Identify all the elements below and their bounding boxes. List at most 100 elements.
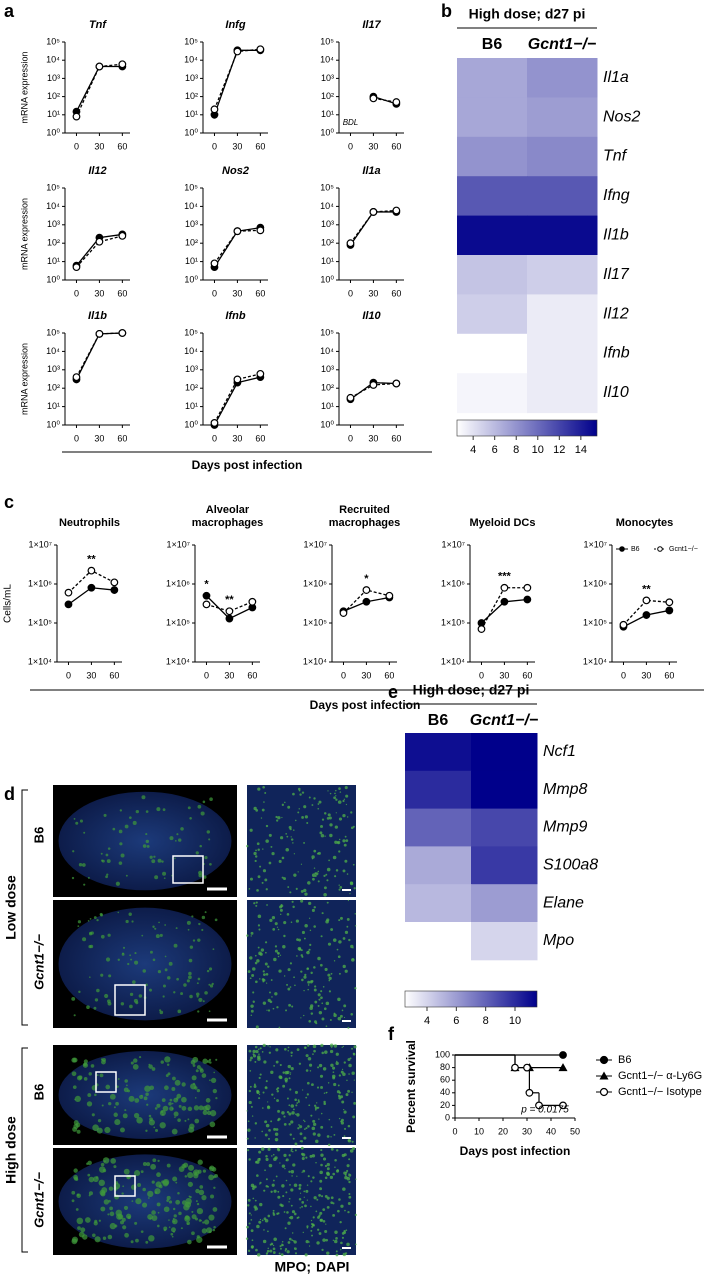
mpo-signal bbox=[256, 1174, 259, 1177]
mpo-signal bbox=[135, 1238, 139, 1243]
mpo-signal bbox=[87, 876, 90, 879]
heatmap-cell bbox=[527, 136, 598, 177]
mpo-signal bbox=[297, 871, 299, 873]
mpo-signal bbox=[303, 975, 307, 979]
mpo-signal bbox=[287, 1046, 290, 1049]
mpo-signal bbox=[320, 1043, 324, 1048]
mpo-signal bbox=[204, 991, 208, 995]
x-axis-label: Days post infection bbox=[310, 698, 421, 712]
mpo-signal bbox=[249, 828, 253, 832]
y-tick-label: 10⁵ bbox=[46, 36, 60, 46]
mpo-signal bbox=[297, 1127, 300, 1130]
legend-marker bbox=[599, 1071, 609, 1080]
mpo-signal bbox=[110, 1158, 117, 1164]
mpo-signal bbox=[263, 1189, 266, 1192]
mpo-signal bbox=[354, 925, 357, 927]
data-point bbox=[523, 595, 532, 604]
mpo-signal bbox=[327, 813, 331, 817]
mpo-signal bbox=[276, 819, 279, 822]
mpo-signal bbox=[334, 792, 336, 795]
mpo-signal bbox=[300, 889, 304, 893]
mpo-signal bbox=[212, 1207, 218, 1212]
x-tick-label: 60 bbox=[384, 670, 394, 680]
mpo-signal bbox=[252, 1197, 255, 1200]
mpo-signal bbox=[251, 1115, 254, 1117]
mpo-signal bbox=[291, 1005, 294, 1008]
mpo-signal bbox=[275, 1060, 279, 1064]
mpo-signal bbox=[345, 1093, 349, 1097]
mpo-signal bbox=[109, 1093, 116, 1100]
mpo-signal bbox=[142, 1187, 146, 1192]
data-point bbox=[392, 206, 401, 215]
x-tick-label: 60 bbox=[109, 670, 119, 680]
mpo-signal bbox=[187, 1181, 193, 1187]
mpo-signal bbox=[321, 818, 325, 821]
mpo-signal bbox=[122, 1185, 125, 1188]
data-point bbox=[72, 373, 81, 382]
zoom-box bbox=[95, 1071, 117, 1093]
mpo-signal bbox=[105, 957, 111, 962]
colorbar-label: 10 bbox=[509, 1015, 521, 1027]
y-axis-label: mRNA expression bbox=[19, 198, 29, 270]
colorbar-label: 8 bbox=[483, 1015, 489, 1027]
mpo-signal bbox=[295, 1104, 298, 1107]
mpo-signal bbox=[271, 852, 275, 856]
mpo-signal bbox=[285, 1158, 289, 1162]
mpo-signal bbox=[310, 1180, 313, 1183]
mpo-signal bbox=[335, 798, 338, 801]
mpo-signal bbox=[270, 1190, 273, 1193]
mpo-signal bbox=[122, 952, 124, 955]
mpo-signal bbox=[285, 1179, 288, 1182]
mpo-signal bbox=[320, 935, 323, 938]
mpo-signal bbox=[247, 1198, 251, 1202]
mpo-signal bbox=[314, 1000, 318, 1004]
y-tick-label: 1×10⁶ bbox=[583, 578, 607, 588]
mpo-signal bbox=[160, 1110, 164, 1114]
mpo-signal bbox=[326, 1162, 330, 1167]
mpo-signal bbox=[156, 1103, 161, 1108]
mpo-signal bbox=[326, 1167, 330, 1171]
heatmap-cell bbox=[405, 846, 472, 885]
x-tick-label: 30 bbox=[94, 433, 104, 443]
mpo-signal bbox=[267, 1247, 269, 1250]
mpo-signal bbox=[347, 1202, 351, 1205]
mpo-signal bbox=[324, 835, 326, 837]
mpo-signal bbox=[266, 1249, 270, 1253]
mpo-signal bbox=[313, 797, 316, 800]
mpo-signal bbox=[300, 1146, 304, 1150]
data-point bbox=[95, 329, 104, 338]
mpo-signal bbox=[320, 1148, 323, 1152]
chart-title: macrophages bbox=[192, 517, 264, 529]
mpo-signal bbox=[197, 804, 202, 809]
mpo-signal bbox=[124, 1232, 129, 1238]
x-tick-label: 60 bbox=[391, 141, 401, 151]
data-point bbox=[256, 226, 265, 235]
mpo-signal bbox=[106, 859, 111, 863]
mpo-signal bbox=[337, 1084, 340, 1087]
mpo-signal bbox=[76, 1129, 81, 1134]
mpo-signal bbox=[323, 874, 326, 878]
data-line bbox=[206, 601, 253, 612]
chart-title: Alveolar bbox=[206, 504, 250, 516]
mpo-signal bbox=[316, 1241, 320, 1245]
mpo-signal bbox=[321, 1017, 325, 1021]
mpo-signal bbox=[167, 976, 171, 980]
heatmap-cell bbox=[457, 333, 528, 374]
mpo-signal bbox=[338, 888, 341, 891]
mpo-signal bbox=[343, 1110, 347, 1114]
mpo-signal bbox=[256, 1224, 260, 1229]
mpo-signal bbox=[261, 1130, 264, 1133]
mpo-signal bbox=[191, 1214, 197, 1220]
mpo-signal bbox=[103, 1199, 109, 1205]
mpo-signal bbox=[338, 787, 341, 790]
y-tick-label: 1×10⁷ bbox=[166, 539, 190, 549]
mpo-signal bbox=[287, 987, 291, 991]
mpo-signal bbox=[300, 899, 304, 903]
chart-title: Il1a bbox=[362, 165, 380, 177]
data-point bbox=[256, 369, 265, 378]
mpo-signal bbox=[342, 1252, 347, 1257]
column-label: B6 bbox=[428, 712, 449, 729]
mpo-signal bbox=[201, 1195, 207, 1201]
mpo-signal bbox=[258, 1053, 260, 1055]
mpo-signal bbox=[326, 901, 329, 904]
